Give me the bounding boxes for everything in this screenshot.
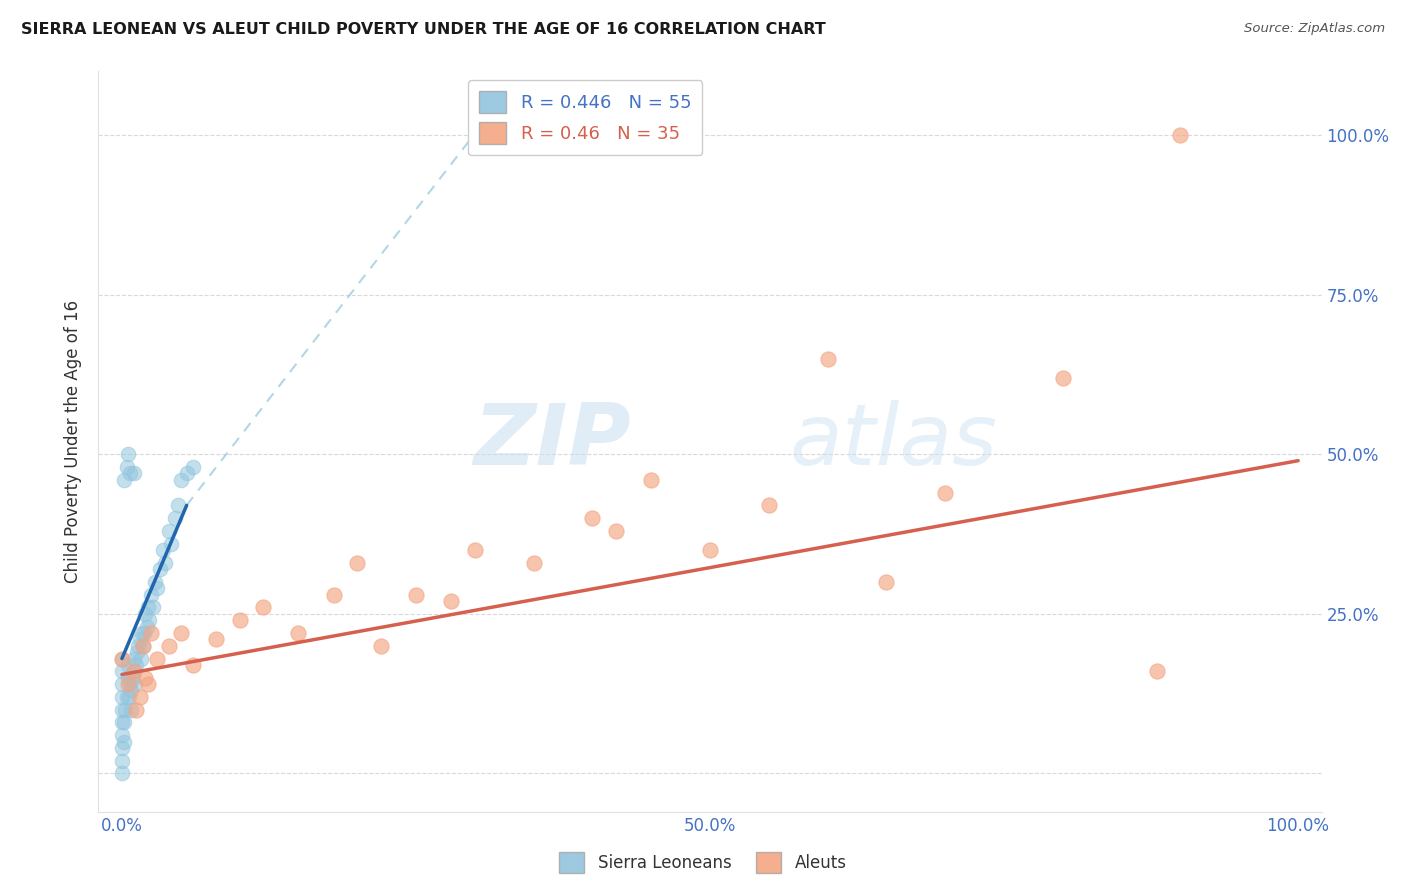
- Legend: Sierra Leoneans, Aleuts: Sierra Leoneans, Aleuts: [553, 846, 853, 880]
- Point: [111, 728, 134, 742]
- Point: [127, 639, 149, 653]
- Point: [111, 703, 134, 717]
- Point: [124, 677, 146, 691]
- Point: [523, 556, 546, 570]
- Point: [111, 715, 134, 730]
- Point: [115, 460, 138, 475]
- Point: [464, 543, 486, 558]
- Point: [149, 562, 172, 576]
- Point: [111, 766, 134, 780]
- Point: [163, 511, 186, 525]
- Point: [122, 665, 145, 679]
- Point: [287, 626, 309, 640]
- Point: [112, 715, 135, 730]
- Point: [115, 690, 138, 704]
- Point: [138, 613, 160, 627]
- Point: [112, 734, 135, 748]
- Point: [160, 536, 183, 550]
- Point: [118, 690, 141, 704]
- Point: [141, 588, 163, 602]
- Point: [155, 556, 177, 570]
- Point: [120, 703, 142, 717]
- Point: [128, 632, 150, 647]
- Point: [141, 626, 163, 640]
- Point: [134, 626, 156, 640]
- Point: [125, 657, 148, 672]
- Point: [135, 619, 157, 633]
- Point: [143, 574, 166, 589]
- Point: [117, 671, 139, 685]
- Point: [125, 703, 148, 717]
- Point: [122, 467, 145, 481]
- Point: [134, 607, 156, 621]
- Point: [136, 677, 159, 691]
- Point: [875, 574, 897, 589]
- Point: [129, 651, 152, 665]
- Point: [131, 626, 153, 640]
- Point: [1146, 665, 1168, 679]
- Point: [170, 626, 193, 640]
- Point: [111, 665, 134, 679]
- Point: [170, 473, 193, 487]
- Point: [758, 499, 780, 513]
- Point: [111, 677, 134, 691]
- Point: [111, 754, 134, 768]
- Point: [405, 588, 427, 602]
- Point: [134, 671, 156, 685]
- Point: [112, 473, 135, 487]
- Point: [141, 600, 163, 615]
- Point: [114, 703, 136, 717]
- Point: [581, 511, 603, 525]
- Point: [157, 524, 180, 538]
- Point: [176, 467, 198, 481]
- Point: [322, 588, 344, 602]
- Point: [146, 582, 169, 596]
- Point: [167, 499, 190, 513]
- Point: [120, 683, 142, 698]
- Point: [152, 543, 174, 558]
- Point: [111, 740, 134, 755]
- Point: [346, 556, 368, 570]
- Point: [128, 690, 150, 704]
- Point: [605, 524, 627, 538]
- Point: [121, 671, 143, 685]
- Point: [111, 651, 134, 665]
- Point: [127, 645, 149, 659]
- Point: [640, 473, 662, 487]
- Point: [122, 651, 145, 665]
- Point: [252, 600, 274, 615]
- Point: [120, 677, 142, 691]
- Point: [440, 594, 463, 608]
- Point: [111, 651, 134, 665]
- Legend: R = 0.446   N = 55, R = 0.46   N = 35: R = 0.446 N = 55, R = 0.46 N = 35: [468, 80, 702, 155]
- Point: [1170, 128, 1192, 143]
- Text: Source: ZipAtlas.com: Source: ZipAtlas.com: [1244, 22, 1385, 36]
- Point: [117, 447, 139, 461]
- Point: [228, 613, 250, 627]
- Point: [1052, 370, 1074, 384]
- Point: [934, 485, 956, 500]
- Point: [120, 467, 142, 481]
- Point: [132, 639, 155, 653]
- Point: [132, 639, 155, 653]
- Point: [146, 651, 169, 665]
- Point: [205, 632, 228, 647]
- Text: ZIP: ZIP: [472, 400, 630, 483]
- Point: [817, 351, 839, 366]
- Point: [136, 600, 159, 615]
- Point: [122, 665, 145, 679]
- Point: [181, 460, 204, 475]
- Point: [117, 657, 139, 672]
- Point: [181, 657, 204, 672]
- Point: [111, 690, 134, 704]
- Text: SIERRA LEONEAN VS ALEUT CHILD POVERTY UNDER THE AGE OF 16 CORRELATION CHART: SIERRA LEONEAN VS ALEUT CHILD POVERTY UN…: [21, 22, 825, 37]
- Y-axis label: Child Poverty Under the Age of 16: Child Poverty Under the Age of 16: [65, 300, 83, 583]
- Point: [117, 677, 139, 691]
- Text: atlas: atlas: [790, 400, 997, 483]
- Point: [370, 639, 392, 653]
- Point: [699, 543, 721, 558]
- Point: [157, 639, 180, 653]
